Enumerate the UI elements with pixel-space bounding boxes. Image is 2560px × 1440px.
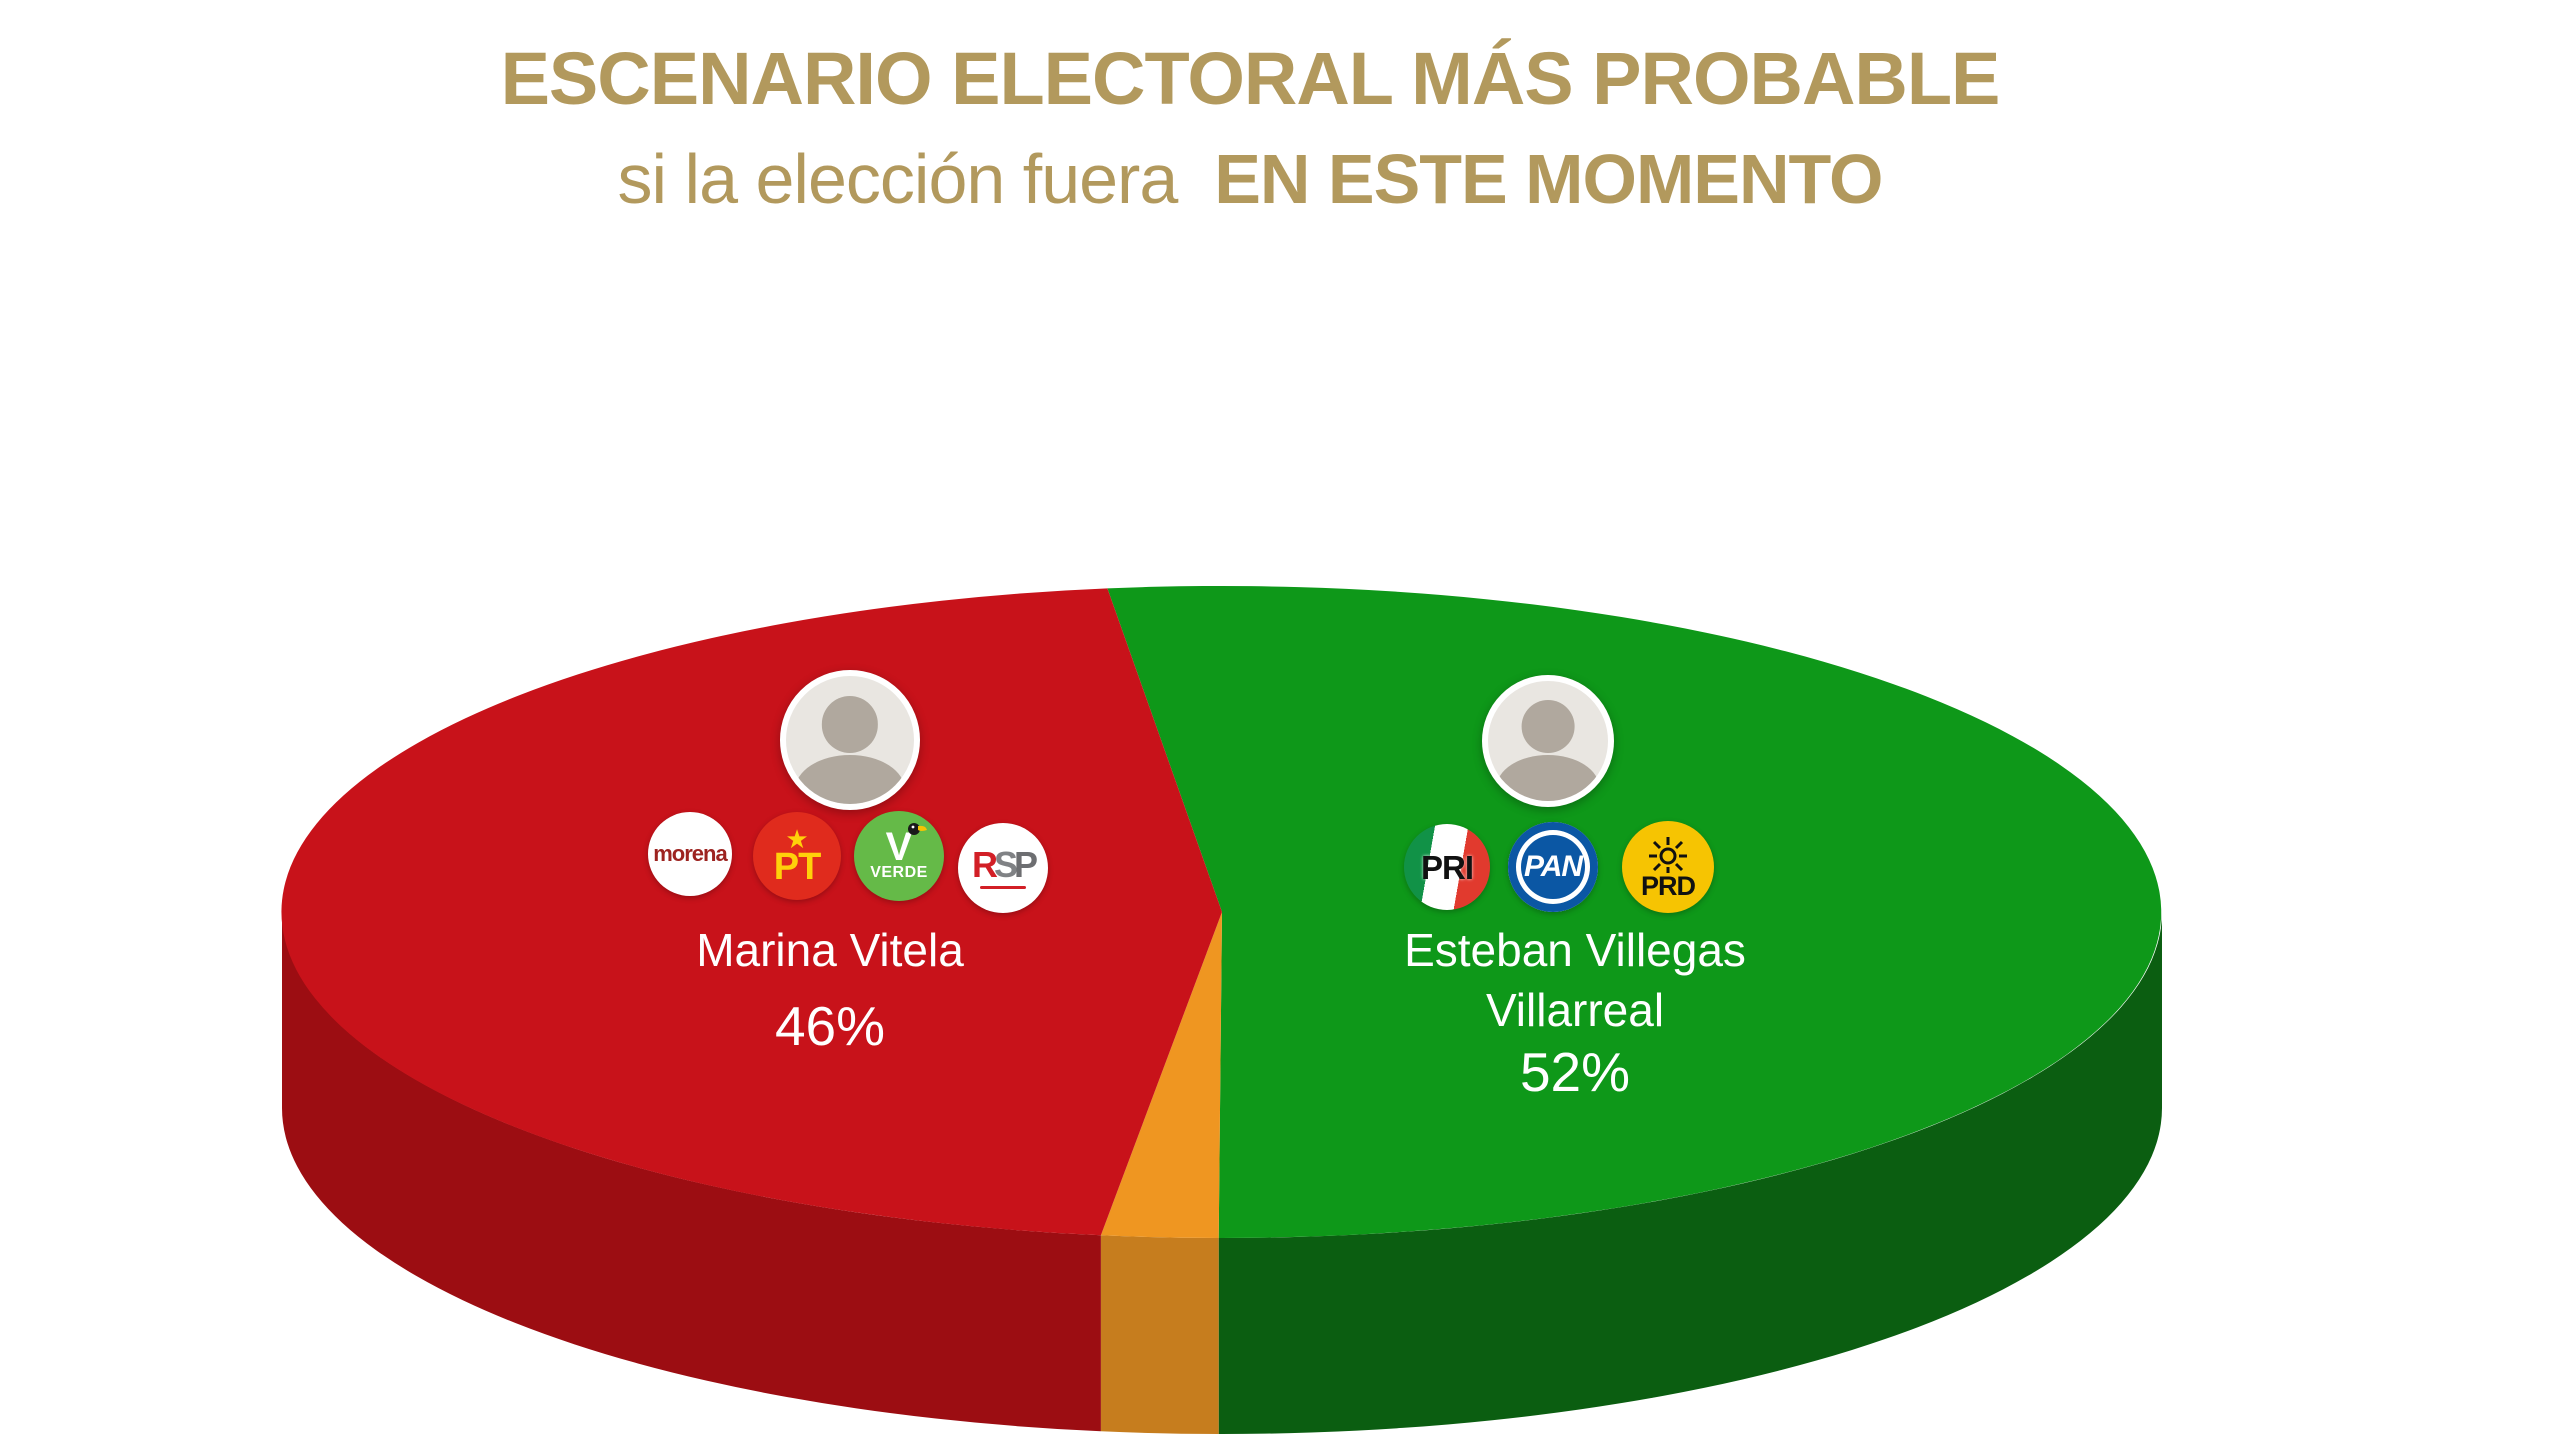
rsp-logo-text: RSP <box>971 844 1038 885</box>
avatar-shoulders-silhouette <box>1496 755 1600 801</box>
prd-party-logo: PRD <box>1622 821 1714 913</box>
chart-title: ESCENARIO ELECTORAL MÁS PROBABLE si la e… <box>0 37 2500 215</box>
rsp-letter-p: P <box>1014 844 1038 885</box>
rsp-letter-r: R <box>971 844 998 885</box>
pie-slice-side-orange <box>1100 1235 1219 1434</box>
title-line-2-regular: si la elección fuera <box>617 140 1179 218</box>
pie-slice-side-red <box>281 912 1101 1432</box>
esteban-villegas-name-label: Esteban Villegas Villarreal <box>1360 920 1790 1040</box>
esteban-name-line1: Esteban Villegas <box>1404 924 1746 976</box>
esteban-name-line2: Villarreal <box>1485 984 1665 1036</box>
marina-vitela-avatar <box>780 670 920 810</box>
marina-vitela-name-label: Marina Vitela <box>696 924 964 976</box>
prd-logo-text: PRD <box>1640 870 1696 901</box>
pri-logo-text: PRI <box>1420 848 1474 886</box>
pri-party-logo: PRI <box>1404 824 1490 910</box>
rsp-party-logo: RSP <box>958 823 1048 913</box>
avatar-head-silhouette <box>1521 700 1575 753</box>
title-line-2: si la elección fuera EN ESTE MOMENTO <box>0 144 2500 214</box>
avatar-head-silhouette <box>821 696 879 753</box>
rsp-fineprint-bar <box>980 886 1026 889</box>
verde-party-logo: V VERDE <box>854 811 944 901</box>
esteban-villegas-percent-label: 52% <box>1519 1041 1631 1103</box>
pt-logo-text: PT <box>773 846 822 888</box>
title-line-2-bold: EN ESTE MOMENTO <box>1214 140 1883 218</box>
morena-party-logo: morena <box>648 812 732 896</box>
pt-party-logo: ★ PT <box>753 812 841 900</box>
pt-star-icon: ★ <box>785 824 809 854</box>
prd-sun-icon <box>1649 836 1687 873</box>
pie-slice-green <box>1107 586 2162 1239</box>
verde-toucan-icon <box>908 823 927 835</box>
pan-logo-text: PAN <box>1523 850 1583 883</box>
morena-logo-text: morena <box>653 841 727 866</box>
avatar-shoulders-silhouette <box>794 755 906 804</box>
esteban-villegas-avatar <box>1482 675 1614 807</box>
pan-party-logo: PAN <box>1508 822 1598 912</box>
pie-slice-side-green <box>1218 912 2162 1435</box>
marina-vitela-percent-label: 46% <box>774 995 886 1057</box>
title-line-1: ESCENARIO ELECTORAL MÁS PROBABLE <box>500 37 2001 120</box>
pie-slice-orange <box>1100 912 1222 1238</box>
rsp-letter-s: S <box>993 844 1018 885</box>
verde-v-emblem: V <box>885 825 913 869</box>
verde-logo-text: VERDE <box>870 864 928 881</box>
pie-slice-red <box>281 588 1223 1236</box>
